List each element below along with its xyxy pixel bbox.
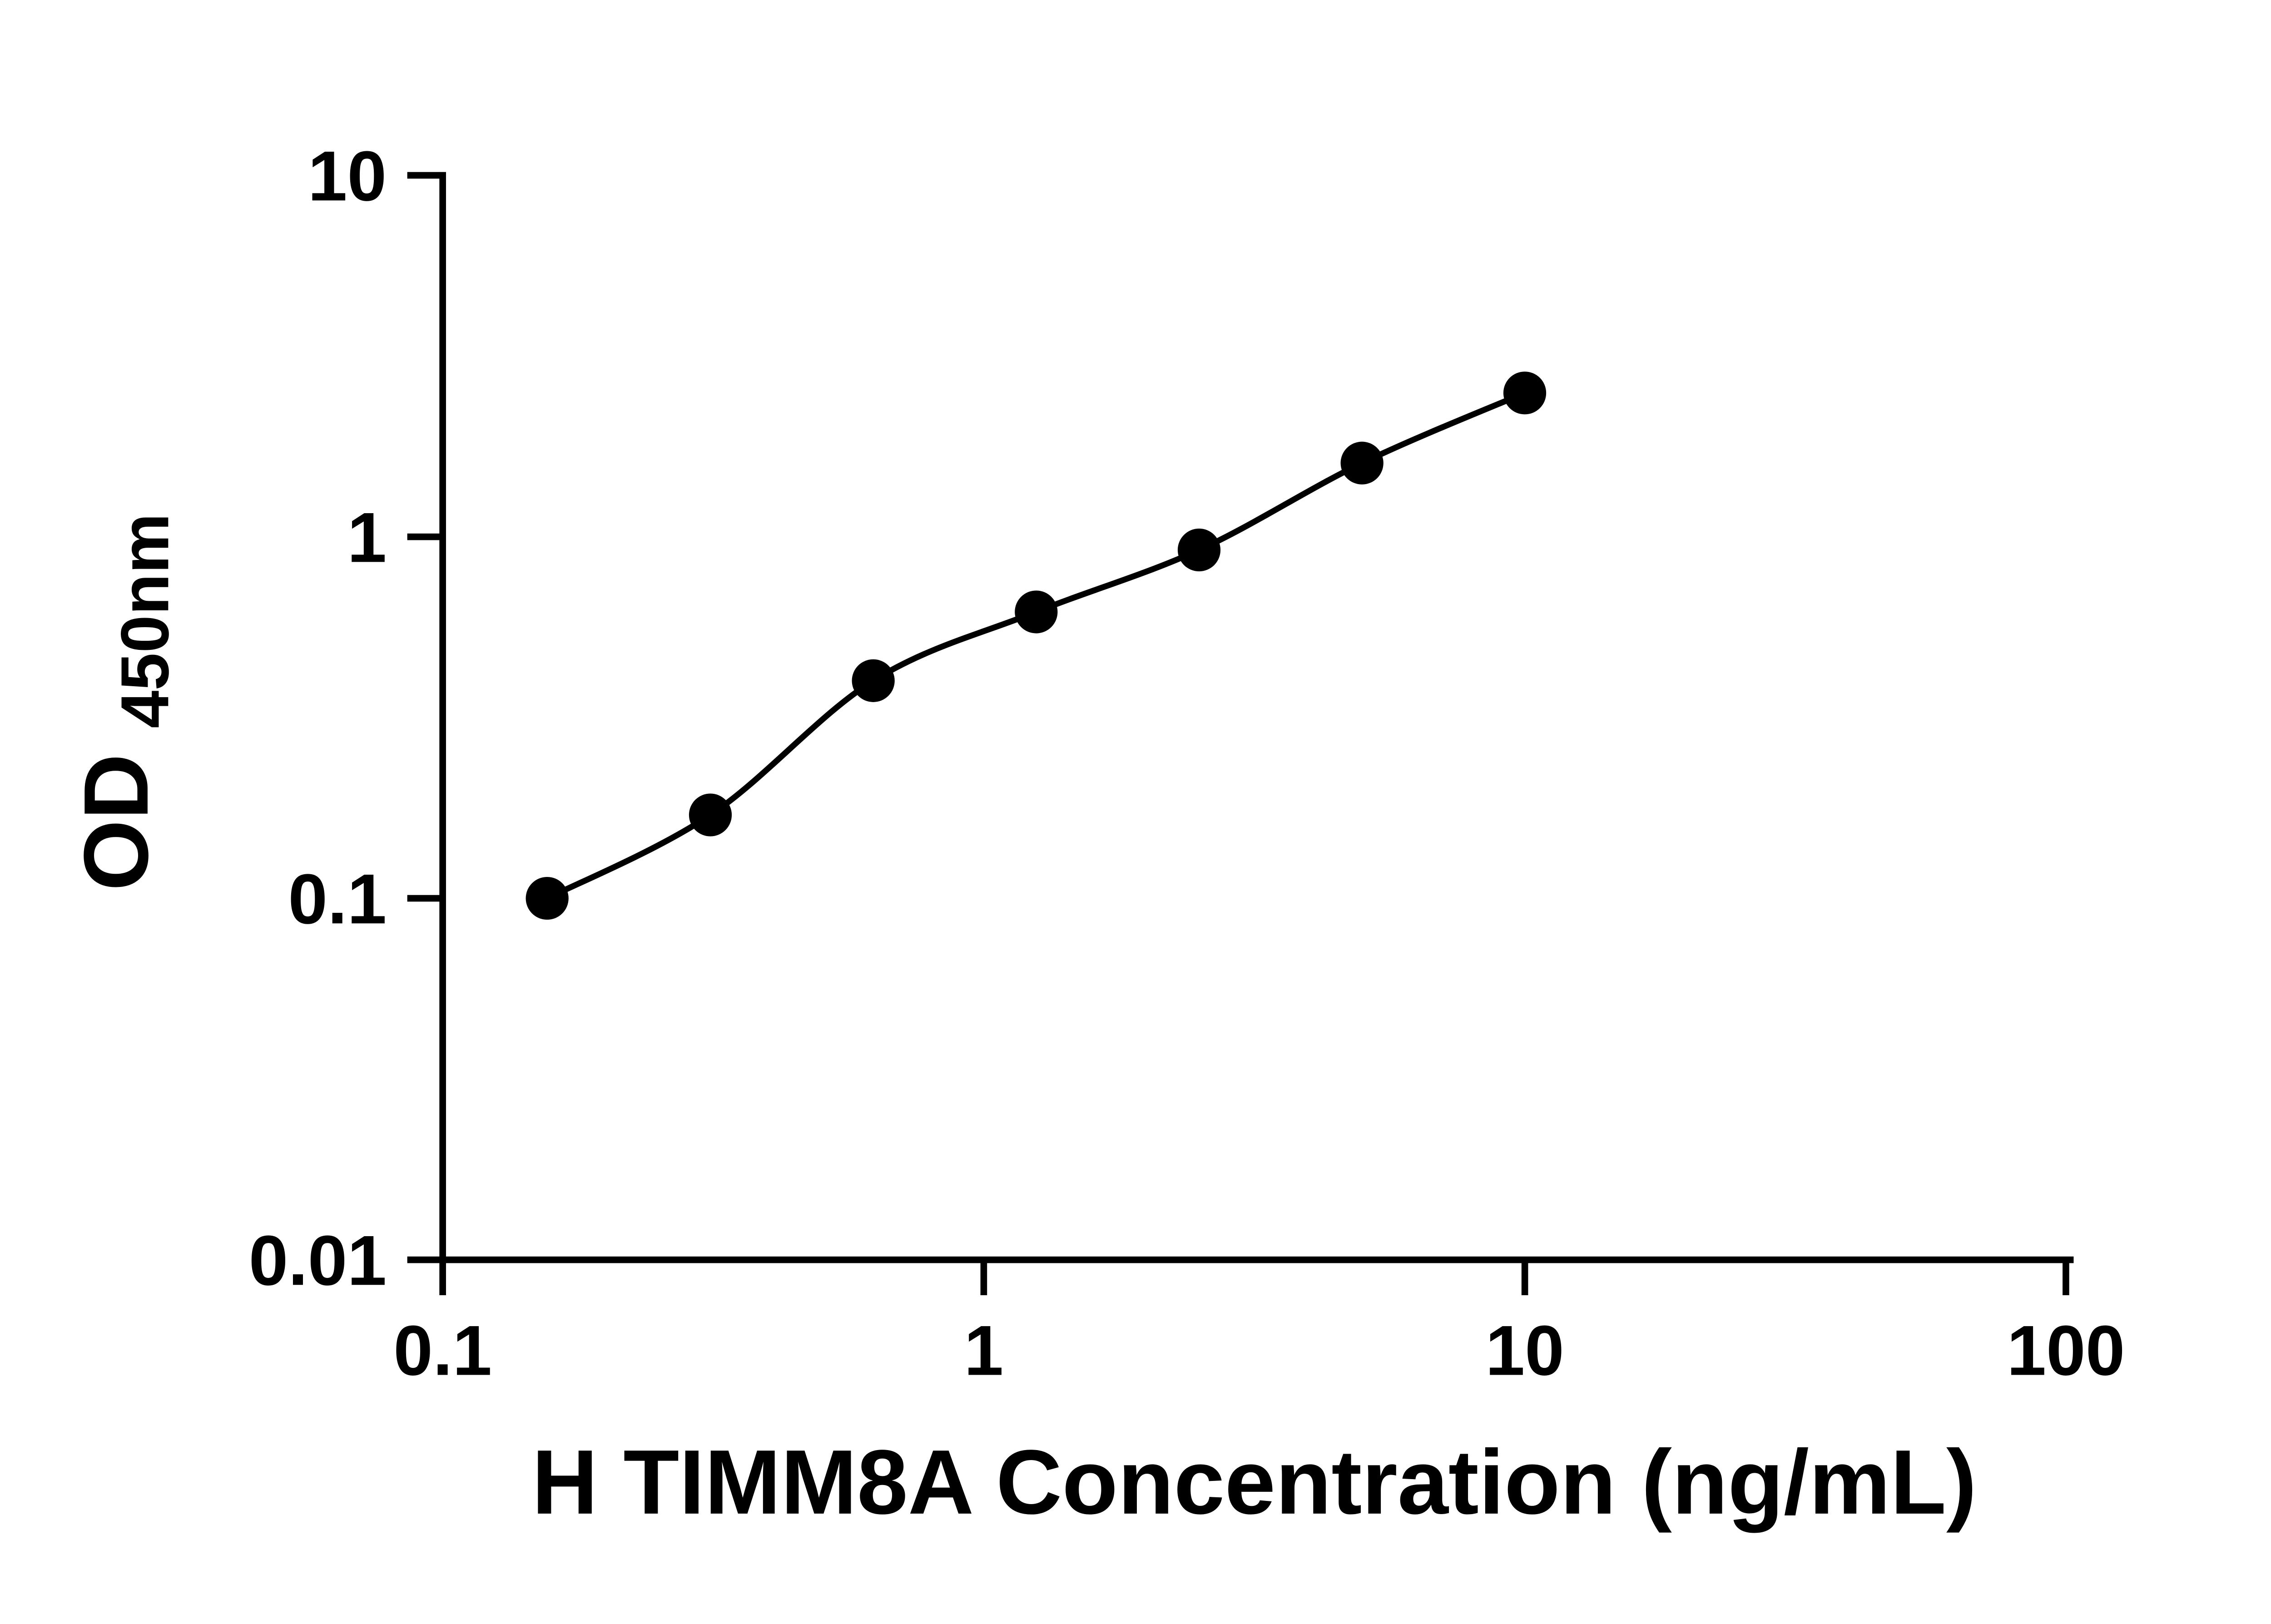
y-tick-label: 1 <box>347 498 387 577</box>
data-point <box>1503 371 1547 415</box>
data-point <box>526 876 569 920</box>
y-axis-title-main: OD <box>65 754 167 891</box>
series-layer <box>526 371 1547 920</box>
x-tick-label: 10 <box>1485 1311 1564 1390</box>
y-axis-title-sub: 450nm <box>107 513 183 728</box>
y-axis-title: OD 450nm <box>65 513 183 891</box>
y-tick-label: 0.01 <box>249 1221 387 1300</box>
x-tick-label: 0.1 <box>393 1311 492 1390</box>
data-point <box>852 659 895 702</box>
x-tick-label: 1 <box>964 1311 1004 1390</box>
data-point <box>1015 590 1058 634</box>
data-point <box>1177 528 1221 572</box>
x-tick-label: 100 <box>2007 1311 2125 1390</box>
data-point <box>1340 441 1383 485</box>
y-tick-label: 0.1 <box>288 860 387 939</box>
y-tick-label: 10 <box>308 137 387 216</box>
data-point <box>689 793 732 837</box>
x-axis-title: H TIMM8A Concentration (ng/mL) <box>532 1431 1977 1533</box>
